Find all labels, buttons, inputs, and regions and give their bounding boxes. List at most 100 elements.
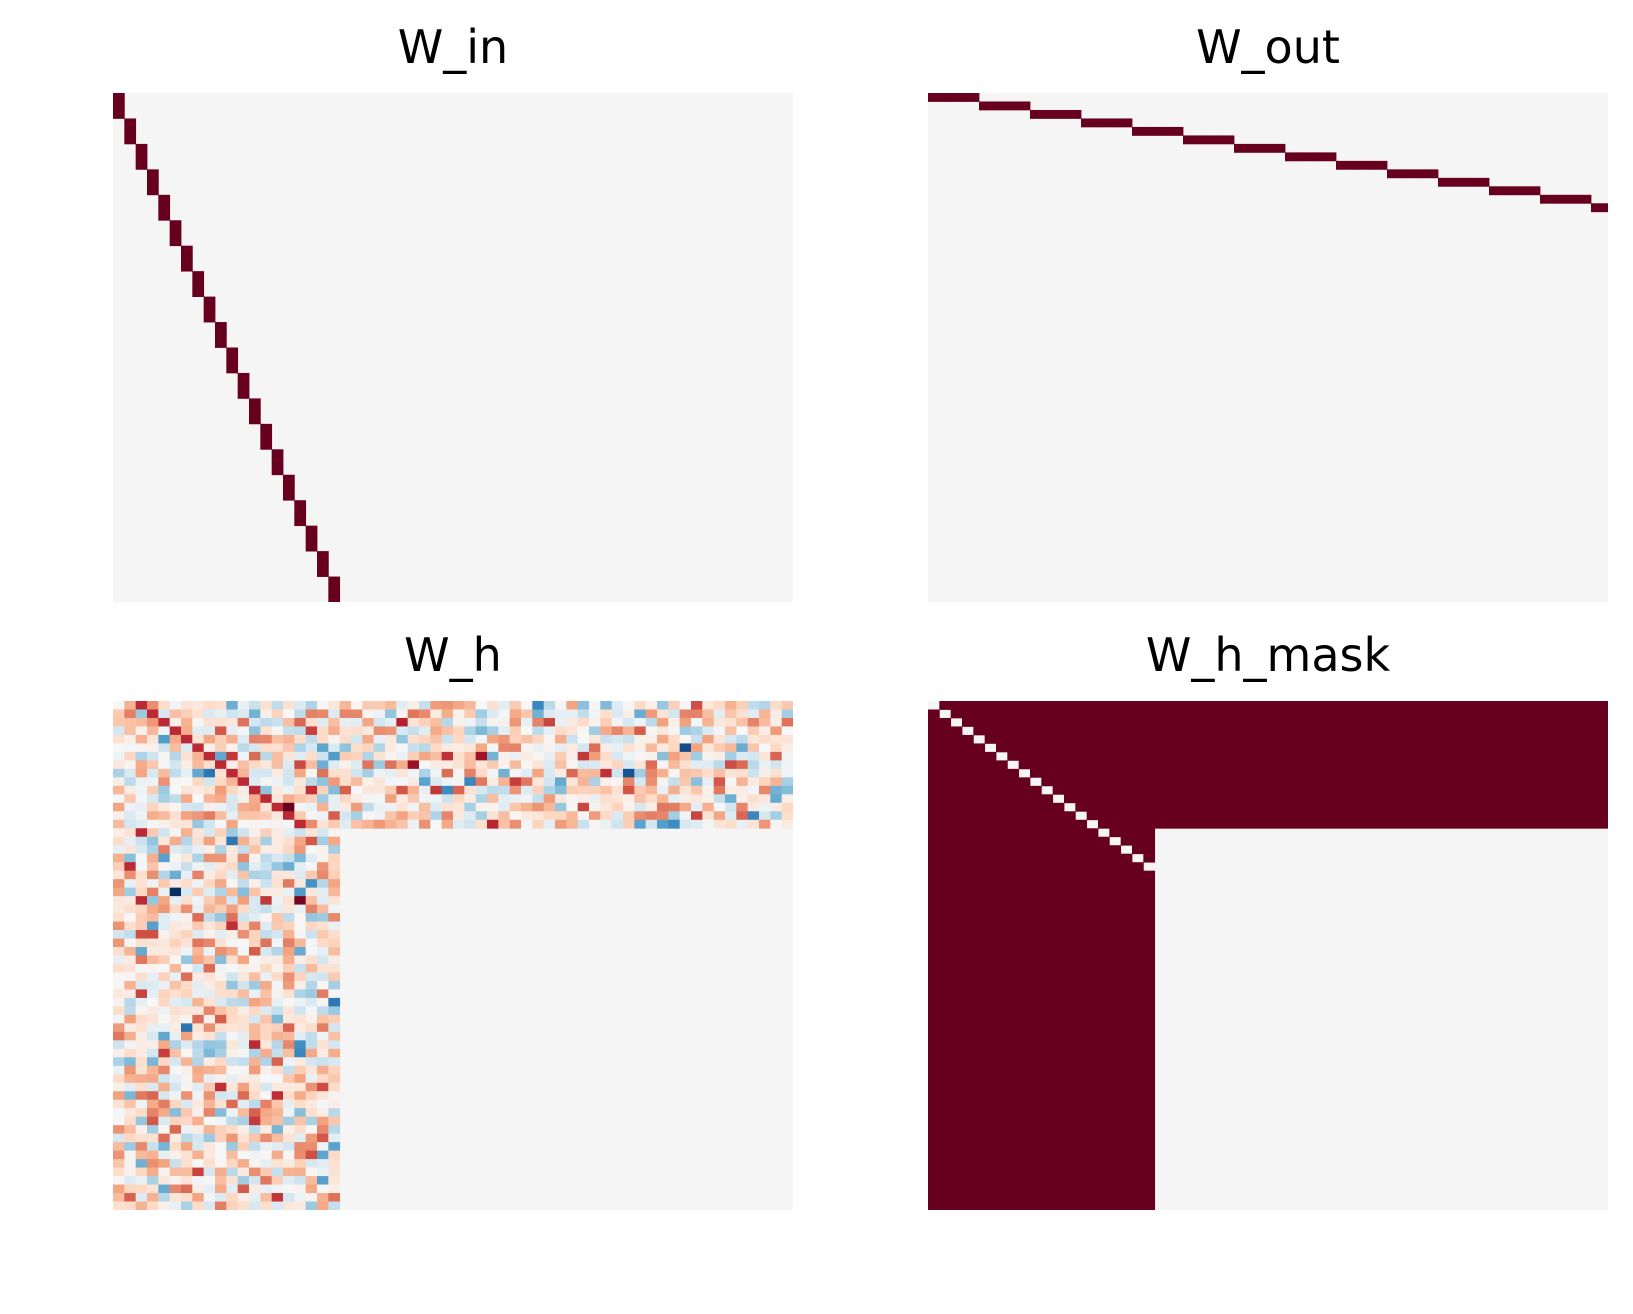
heatmap-cell <box>249 802 261 812</box>
heatmap-cell <box>215 1201 227 1210</box>
heatmap-cell <box>1177 751 1190 761</box>
heatmap-cell <box>192 726 205 736</box>
heatmap-cell <box>260 879 273 889</box>
heatmap-cell <box>962 870 974 880</box>
heatmap-cell <box>237 743 250 753</box>
heatmap-cell <box>770 751 783 761</box>
heatmap-cell <box>725 760 737 770</box>
heatmap-cell <box>950 802 963 812</box>
heatmap-cell <box>1358 802 1371 812</box>
heatmap-cell <box>939 1125 952 1135</box>
heatmap-cell <box>1585 701 1598 710</box>
heatmap-cell <box>996 802 1008 812</box>
heatmap-cell <box>1188 717 1201 727</box>
heatmap-cell <box>260 930 273 939</box>
heatmap-cell <box>1041 913 1054 922</box>
heatmap-cell <box>1222 794 1235 804</box>
heatmap-cell <box>1098 802 1110 812</box>
heatmap-cell <box>294 887 307 897</box>
heatmap-cell <box>328 802 341 812</box>
heatmap-cell <box>407 751 420 761</box>
heatmap-cell <box>226 1125 239 1135</box>
heatmap-cell <box>939 845 952 855</box>
heatmap-cell <box>226 938 239 948</box>
heatmap-cell <box>1052 853 1065 863</box>
heatmap-cell <box>1086 1099 1099 1109</box>
heatmap-cell <box>1007 1065 1020 1075</box>
heatmap-cell <box>1290 760 1303 770</box>
heatmap-cell <box>1143 896 1156 905</box>
heatmap-cell <box>1166 743 1178 753</box>
heatmap-cell <box>1109 734 1122 744</box>
heatmap-cell <box>147 743 159 753</box>
heatmap-cell <box>1052 802 1065 812</box>
heatmap-cell <box>1132 921 1144 931</box>
heatmap-cell <box>770 709 783 719</box>
heatmap-cell <box>373 701 386 710</box>
heatmap-cell <box>203 1116 216 1126</box>
heatmap-cell <box>984 1091 997 1101</box>
heatmap-cell <box>566 811 579 821</box>
heatmap-cell <box>1177 726 1190 736</box>
heatmap-cell <box>950 836 963 846</box>
heatmap-cell <box>294 717 307 727</box>
heatmap-cell <box>1415 726 1428 736</box>
heatmap-cell <box>203 836 216 846</box>
heatmap-cell <box>283 930 295 939</box>
heatmap-cell <box>1132 751 1144 761</box>
heatmap-cell <box>1086 921 1099 931</box>
heatmap-cell <box>1585 743 1598 753</box>
heatmap-cell <box>430 726 443 736</box>
heatmap-cell <box>1007 913 1020 922</box>
heatmap-cell <box>1007 743 1020 753</box>
heatmap-cell <box>1143 1159 1156 1168</box>
heatmap-cell <box>113 1065 125 1075</box>
heatmap-cell <box>1120 743 1133 753</box>
heatmap-cell <box>124 1125 137 1135</box>
heatmap-cell <box>215 1057 227 1067</box>
heatmap-cell <box>135 751 148 761</box>
heatmap-cell <box>169 232 182 247</box>
heatmap-cell <box>260 913 273 922</box>
heatmap-cell <box>555 734 567 744</box>
heatmap-cell <box>1211 802 1224 812</box>
heatmap-cell <box>973 785 986 795</box>
heatmap-cell <box>317 997 329 1007</box>
heatmap-cell <box>1041 963 1054 973</box>
heatmap-cell <box>1109 896 1122 905</box>
heatmap-cell <box>1143 887 1156 897</box>
heatmap-cell <box>1132 904 1144 914</box>
heatmap-cell <box>1177 777 1190 787</box>
heatmap-cell <box>226 1091 239 1101</box>
heatmap-cell <box>1268 751 1280 761</box>
heatmap-cell <box>1132 768 1144 778</box>
heatmap-cell <box>158 1014 171 1024</box>
heatmap-cell <box>260 1201 273 1210</box>
heatmap-cell <box>950 870 963 880</box>
heatmap-cell <box>962 93 980 102</box>
heatmap-cell <box>555 701 567 710</box>
heatmap-cell <box>1517 811 1530 821</box>
heatmap-cell <box>498 794 511 804</box>
heatmap-cell <box>1109 879 1122 889</box>
heatmap-cell <box>181 989 193 999</box>
heatmap-cell <box>226 811 239 821</box>
heatmap-cell <box>113 845 125 855</box>
heatmap-cell <box>487 726 499 736</box>
heatmap-cell <box>283 1074 295 1084</box>
heatmap-cell <box>317 913 329 922</box>
heatmap-cell <box>226 955 239 965</box>
heatmap-cell <box>226 1099 239 1109</box>
heatmap-cell <box>305 751 318 761</box>
heatmap-cell <box>1517 751 1530 761</box>
heatmap-cell <box>169 1074 182 1084</box>
heatmap-cell <box>237 760 250 770</box>
heatmap-cell <box>566 768 579 778</box>
heatmap-cell <box>271 1006 284 1016</box>
heatmap-cell <box>407 768 420 778</box>
heatmap-cell <box>181 921 193 931</box>
heatmap-cell <box>271 947 284 956</box>
heatmap-cell <box>691 709 703 719</box>
heatmap-cell <box>215 1023 227 1033</box>
heatmap-cell <box>498 768 511 778</box>
